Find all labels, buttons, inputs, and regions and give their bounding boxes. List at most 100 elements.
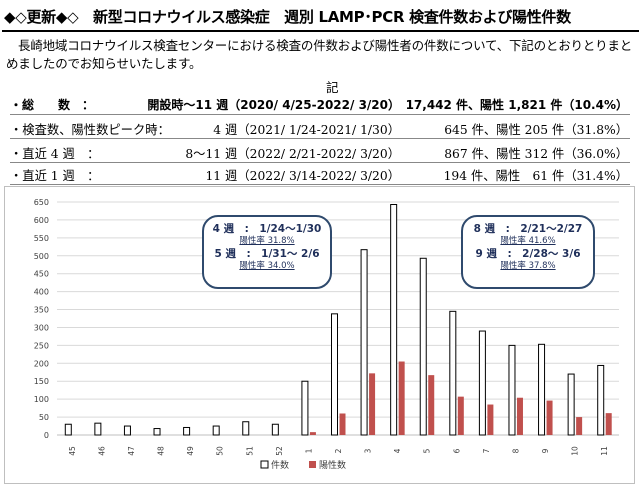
summary-row-total: ・総 数 ： 開設時～11 週（2020/ 4/25-2022/ 3/20） 1…: [10, 96, 630, 116]
bar-count: [419, 257, 427, 436]
summary-label: ・直近 4 週 ：: [10, 147, 100, 161]
summary-label: ・検査数、陽性数ピーク時：: [10, 123, 170, 137]
x-tick-label: 52: [275, 446, 284, 456]
summary-result: 194 件、陽性 61 件（31.4%）: [443, 169, 628, 183]
bar-count: [331, 313, 338, 436]
x-tick-label: 1: [304, 448, 313, 453]
legend-swatch-positive: [309, 461, 316, 468]
x-tick-label: 8: [511, 448, 520, 453]
y-tick-label: 600: [34, 216, 49, 225]
bar-count: [478, 330, 486, 436]
chart-frame: 0 50 100 150 200 250 300 350 400 450 500 550 600 650 4…: [4, 186, 635, 484]
summary-underline: [10, 114, 630, 115]
x-tick-label: 51: [245, 446, 254, 456]
bar-count: [390, 204, 398, 436]
bar-positive: [487, 404, 494, 435]
x-tick-label: 46: [97, 446, 106, 456]
summary-period: 4 週（2021/ 1/24-2021/ 1/30）: [213, 123, 400, 137]
ki-label: 記: [326, 80, 339, 95]
bar-count: [301, 380, 309, 436]
y-tick-label: 450: [34, 270, 49, 279]
bar-positive: [605, 413, 612, 435]
bar-count: [153, 428, 161, 436]
x-tick-label: 48: [157, 446, 166, 456]
y-tick-label: 650: [34, 198, 49, 207]
bar-positive: [516, 397, 523, 435]
callout-rate: 陽性率 34.0%: [239, 261, 295, 271]
bar-count: [183, 426, 191, 436]
bar-positive: [309, 432, 316, 435]
x-tick-label: 7: [482, 448, 491, 453]
bar-positive: [428, 375, 435, 435]
bar-count: [538, 343, 546, 436]
callout-line: 9 週 : 2/28～ 3/6: [475, 248, 581, 260]
x-tick-label: 9: [541, 448, 550, 453]
y-tick-label: 200: [34, 359, 49, 368]
summary-period: 開設時～11 週（2020/ 4/25-2022/ 3/20）: [147, 98, 400, 112]
bar-count: [94, 422, 102, 436]
x-tick-label: 50: [216, 446, 225, 456]
bar-positive: [457, 396, 464, 435]
y-tick-label: 50: [39, 413, 49, 422]
bar-count: [242, 421, 250, 436]
y-tick-label: 550: [34, 234, 49, 243]
bar-positive: [339, 413, 346, 435]
bar-positive: [576, 417, 583, 435]
bar-positive: [369, 373, 376, 435]
summary-result: 867 件、陽性 312 件（36.0%）: [444, 147, 628, 161]
x-tick-label: 4: [393, 448, 402, 453]
x-tick-label: 47: [127, 446, 136, 456]
y-tick-label: 350: [34, 306, 49, 315]
x-tick-label: 49: [186, 446, 195, 456]
bar-count: [360, 249, 368, 436]
summary-underline: [10, 162, 630, 163]
y-tick-label: 500: [34, 252, 49, 261]
x-tick-label: 45: [68, 446, 77, 456]
summary-period: 11 週（2022/ 3/14-2022/ 3/20）: [205, 169, 400, 183]
bar-count: [212, 425, 220, 436]
summary-label: ・総 数 ：: [10, 98, 95, 112]
summary-row-recent4: ・直近 4 週 ： 8～11 週（2022/ 2/21-2022/ 3/20） …: [10, 144, 630, 164]
summary-row-peak: ・検査数、陽性数ピーク時： 4 週（2021/ 1/24-2021/ 1/30）…: [10, 120, 630, 140]
y-tick-label: 250: [34, 341, 49, 350]
summary-row-recent1: ・直近 1 週 ： 11 週（2022/ 3/14-2022/ 3/20） 19…: [10, 166, 630, 186]
bar-count: [567, 373, 575, 436]
page-title: ◆◇更新◆◇ 新型コロナウイルス感染症 週別 LAMP･PCR 検査件数および陽…: [4, 8, 571, 26]
y-tick-label: 300: [34, 323, 49, 332]
callout-line: 5 週 : 1/31～ 2/6: [214, 248, 320, 260]
bar-count: [597, 364, 605, 436]
y-tick-label: 150: [34, 377, 49, 386]
callout-line: 4 週 : 1/24～1/30: [212, 223, 322, 235]
callout-rate: 陽性率 31.8%: [239, 236, 295, 246]
summary-underline: [10, 138, 630, 139]
intro-text: 長崎地域コロナウイルス検査センターにおける検査の件数および陽性者の件数について、…: [6, 38, 633, 71]
callout-weeks-8-9: 8 週 : 2/21～2/27 陽性率 41.6% 9 週 : 2/28～ 3/…: [461, 215, 595, 289]
y-tick-label: 100: [34, 395, 49, 404]
bar-count: [508, 344, 516, 436]
bar-chart: 0501001502002503003504004505005506006504…: [34, 198, 619, 471]
bar-count: [64, 423, 72, 436]
bar-positive: [546, 400, 553, 435]
x-tick-label: 5: [423, 448, 432, 453]
bar-count: [123, 425, 131, 436]
bar-positive: [398, 361, 405, 435]
legend-swatch-count: [260, 460, 269, 469]
summary-result: 17,442 件、陽性 1,821 件（10.4%）: [405, 98, 628, 112]
y-tick-label: 400: [34, 288, 49, 297]
x-tick-label: 6: [452, 448, 461, 453]
bar-count: [449, 310, 457, 436]
legend-label-count: 件数: [271, 459, 289, 471]
x-tick-label: 10: [571, 446, 580, 456]
callout-rate: 陽性率 37.8%: [500, 261, 556, 271]
x-tick-label: 11: [600, 446, 609, 456]
legend-label-positive: 陽性数: [319, 459, 346, 471]
title-rule: [2, 30, 639, 32]
bar-count: [271, 423, 279, 436]
summary-label: ・直近 1 週 ：: [10, 169, 100, 183]
summary-result: 645 件、陽性 205 件（31.8%）: [444, 123, 628, 137]
x-tick-label: 2: [334, 448, 343, 453]
y-tick-label: 0: [44, 431, 49, 440]
summary-period: 8～11 週（2022/ 2/21-2022/ 3/20）: [185, 147, 400, 161]
x-tick-label: 3: [364, 448, 373, 453]
callout-rate: 陽性率 41.6%: [500, 236, 556, 246]
